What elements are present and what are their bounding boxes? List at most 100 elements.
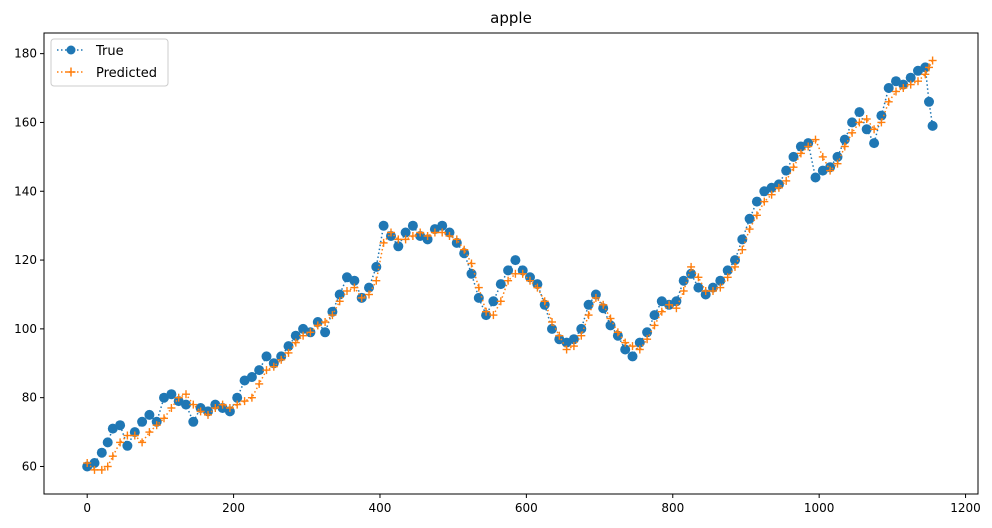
data-point bbox=[577, 331, 586, 340]
plot-area bbox=[43, 32, 979, 495]
data-point bbox=[181, 399, 191, 410]
data-point bbox=[495, 279, 506, 290]
data-point bbox=[246, 372, 257, 382]
data-point bbox=[97, 465, 106, 474]
data-point bbox=[122, 440, 133, 451]
data-point bbox=[839, 134, 850, 145]
data-point bbox=[400, 227, 411, 238]
data-point bbox=[283, 341, 294, 352]
data-point bbox=[247, 393, 256, 402]
chart-title: apple bbox=[490, 9, 532, 27]
data-point bbox=[620, 344, 631, 355]
data-point bbox=[665, 300, 674, 309]
data-point bbox=[437, 220, 448, 231]
data-point bbox=[89, 458, 100, 468]
data-point bbox=[393, 241, 404, 252]
data-point bbox=[116, 438, 125, 447]
data-point bbox=[504, 276, 513, 285]
data-point bbox=[737, 234, 748, 245]
x-tick-label: 200 bbox=[222, 501, 245, 515]
data-point bbox=[540, 297, 549, 306]
data-point bbox=[738, 245, 747, 254]
data-point bbox=[547, 323, 557, 334]
legend: True Predicted bbox=[50, 38, 169, 87]
data-point bbox=[788, 151, 799, 162]
data-point bbox=[407, 220, 418, 231]
data-point bbox=[103, 462, 112, 471]
data-point bbox=[218, 400, 227, 409]
data-point bbox=[767, 190, 776, 199]
data-point bbox=[576, 323, 587, 334]
data-point bbox=[811, 135, 820, 144]
data-point bbox=[306, 328, 315, 337]
data-point bbox=[862, 115, 871, 123]
data-point bbox=[138, 438, 147, 447]
data-point bbox=[349, 275, 360, 286]
data-point bbox=[876, 110, 887, 121]
data-point bbox=[627, 351, 638, 362]
data-point bbox=[782, 176, 791, 185]
data-point bbox=[240, 397, 249, 406]
data-point bbox=[467, 259, 476, 268]
data-point bbox=[687, 262, 696, 271]
data-point bbox=[869, 138, 880, 149]
data-point bbox=[321, 318, 330, 326]
data-point bbox=[562, 345, 571, 354]
data-point bbox=[693, 282, 704, 293]
data-point bbox=[343, 287, 351, 295]
data-point bbox=[255, 379, 264, 388]
data-point bbox=[751, 196, 762, 207]
data-point bbox=[774, 183, 783, 192]
data-point bbox=[744, 213, 755, 224]
data-point bbox=[503, 265, 514, 276]
data-point bbox=[870, 125, 879, 134]
data-point bbox=[357, 293, 366, 302]
data-point bbox=[474, 283, 483, 292]
data-point bbox=[716, 283, 725, 292]
data-point bbox=[328, 311, 337, 320]
data-point bbox=[174, 393, 183, 402]
data-point bbox=[394, 235, 403, 244]
x-tick-label: 0 bbox=[83, 501, 91, 515]
data-point bbox=[482, 307, 491, 316]
data-point bbox=[833, 159, 842, 168]
data-point bbox=[905, 72, 916, 83]
data-point bbox=[284, 348, 293, 357]
data-point bbox=[526, 276, 534, 285]
data-point bbox=[621, 338, 630, 347]
legend-predicted-marker bbox=[66, 67, 76, 77]
data-point bbox=[818, 152, 827, 161]
data-point bbox=[466, 268, 477, 279]
data-point bbox=[899, 84, 908, 92]
data-point bbox=[160, 414, 168, 423]
y-tick-label: 60 bbox=[22, 459, 37, 473]
data-point bbox=[167, 404, 176, 412]
data-point bbox=[555, 331, 564, 340]
data-point bbox=[584, 311, 593, 320]
data-point bbox=[928, 56, 937, 65]
data-point bbox=[606, 314, 615, 323]
data-point bbox=[416, 228, 425, 237]
data-point bbox=[261, 351, 272, 362]
data-point bbox=[372, 276, 381, 285]
data-point bbox=[826, 166, 835, 175]
data-point bbox=[262, 366, 271, 375]
data-point bbox=[760, 197, 769, 206]
data-point bbox=[123, 431, 132, 440]
data-point bbox=[152, 421, 161, 430]
data-point bbox=[715, 275, 726, 286]
data-point bbox=[635, 345, 644, 354]
data-point bbox=[291, 338, 300, 347]
data-point bbox=[83, 459, 92, 467]
data-point bbox=[489, 311, 498, 320]
legend-true-label: True bbox=[95, 44, 124, 59]
data-point bbox=[650, 321, 659, 330]
data-point bbox=[137, 416, 148, 427]
data-point bbox=[731, 262, 739, 271]
x-axis-ticks: 0 200 400 600 800 1000 1200 bbox=[83, 494, 981, 515]
data-point bbox=[320, 327, 331, 338]
y-tick-label: 140 bbox=[14, 184, 37, 198]
legend-true-marker bbox=[66, 45, 76, 55]
series-predicted bbox=[83, 56, 937, 474]
data-point bbox=[804, 142, 813, 151]
